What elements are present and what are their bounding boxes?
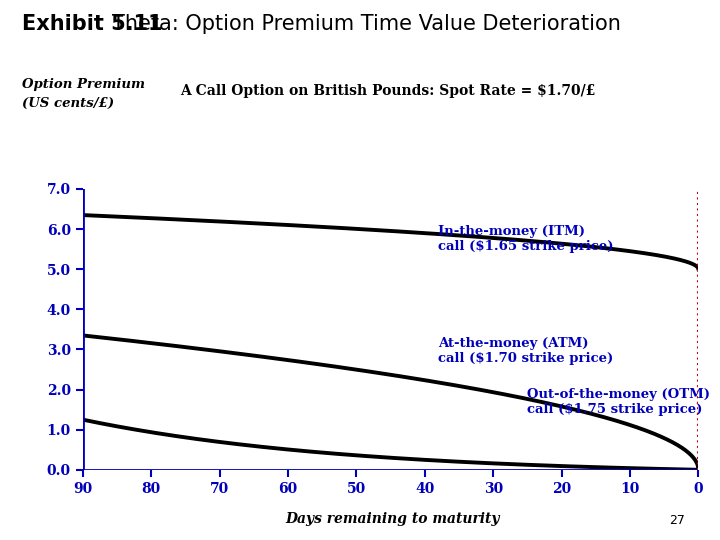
Text: Days remaining to maturity: Days remaining to maturity	[285, 512, 500, 526]
Text: In-the-money (ITM)
call ($1.65 strike price): In-the-money (ITM) call ($1.65 strike pr…	[438, 225, 614, 253]
Text: Option Premium: Option Premium	[22, 78, 145, 91]
Text: 27: 27	[670, 514, 685, 526]
Text: A Call Option on British Pounds: Spot Rate = $1.70/£: A Call Option on British Pounds: Spot Ra…	[180, 84, 595, 98]
Text: (US cents/£): (US cents/£)	[22, 97, 114, 110]
Text: Theta: Option Premium Time Value Deterioration: Theta: Option Premium Time Value Deterio…	[112, 14, 621, 33]
Text: At-the-money (ATM)
call ($1.70 strike price): At-the-money (ATM) call ($1.70 strike pr…	[438, 338, 613, 366]
Text: Exhibit 5.11: Exhibit 5.11	[22, 14, 162, 33]
Text: Out-of-the-money (OTM)
call ($1.75 strike price): Out-of-the-money (OTM) call ($1.75 strik…	[527, 388, 711, 416]
